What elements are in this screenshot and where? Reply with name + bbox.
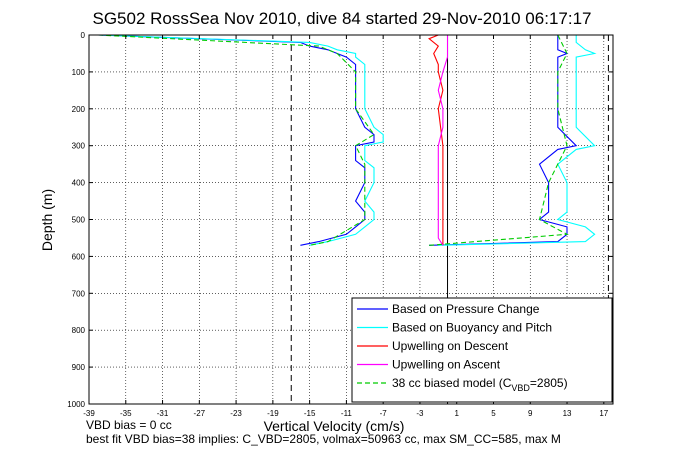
y-tick-label: 100 — [72, 68, 86, 77]
legend-box — [351, 297, 613, 403]
series-line-based-on-pressure-change-ascent — [429, 35, 578, 246]
y-tick-label: 900 — [72, 363, 86, 372]
legend: Based on Pressure Change Based on Buoyanc… — [351, 297, 613, 403]
legend-label: Based on Pressure Change — [392, 302, 540, 316]
grid — [89, 35, 613, 404]
x-tick-label: -15 — [304, 409, 316, 418]
x-tick-label: 13 — [563, 409, 572, 418]
x-tick-label: -23 — [230, 409, 242, 418]
x-tick-label: 5 — [491, 409, 496, 418]
y-tick-label: 600 — [72, 252, 86, 261]
y-tick-label: 200 — [72, 105, 86, 114]
x-tick-label: -27 — [194, 409, 206, 418]
x-tick-label: 9 — [528, 409, 533, 418]
x-tick-label: -3 — [416, 409, 424, 418]
series-line-38-cc-biased-model-c-descent — [98, 34, 375, 246]
vbd-bias-note: VBD bias = 0 cc — [86, 418, 172, 432]
y-axis-label: Depth (m) — [39, 189, 55, 251]
series-line-38-cc-biased-model-c-ascent — [429, 34, 569, 246]
y-tick-label: 300 — [72, 142, 86, 151]
series-line-based-on-buoyancy-and-pitch-ascent — [438, 35, 597, 246]
x-tick-label: 17 — [599, 409, 608, 418]
chart-title: SG502 RossSea Nov 2010, dive 84 started … — [93, 9, 592, 28]
legend-label: Upwelling on Descent — [392, 339, 509, 353]
x-axis-ticks: -39 -35 -31 -27 -23 -19 -15 -11 -7 -3 1 5 9 13 17 — [83, 35, 609, 418]
best-fit-note: best fit VBD bias=38 implies: C_VBD=2805… — [86, 432, 561, 446]
y-tick-label: 500 — [72, 216, 86, 225]
series-layer — [98, 34, 597, 246]
series-line-upwelling-on-descent — [428, 34, 444, 246]
x-axis-label: Vertical Velocity (cm/s) — [264, 418, 405, 434]
x-tick-label: 1 — [454, 409, 459, 418]
series-line-based-on-buoyancy-and-pitch-descent — [98, 34, 384, 246]
y-tick-label: 1000 — [67, 400, 85, 409]
series-line-upwelling-on-ascent — [437, 35, 449, 246]
x-tick-label: -31 — [157, 409, 169, 418]
x-tick-label: -11 — [341, 409, 353, 418]
y-tick-label: 700 — [72, 289, 86, 298]
legend-label: Based on Buoyancy and Pitch — [392, 321, 552, 335]
y-tick-label: 400 — [72, 179, 86, 188]
y-tick-label: 0 — [81, 31, 86, 40]
x-tick-label: -39 — [83, 409, 95, 418]
legend-label: Upwelling on Ascent — [392, 358, 501, 372]
x-tick-label: -19 — [267, 409, 279, 418]
x-tick-label: -35 — [120, 409, 132, 418]
x-tick-label: -7 — [380, 409, 388, 418]
y-tick-label: 800 — [72, 326, 86, 335]
